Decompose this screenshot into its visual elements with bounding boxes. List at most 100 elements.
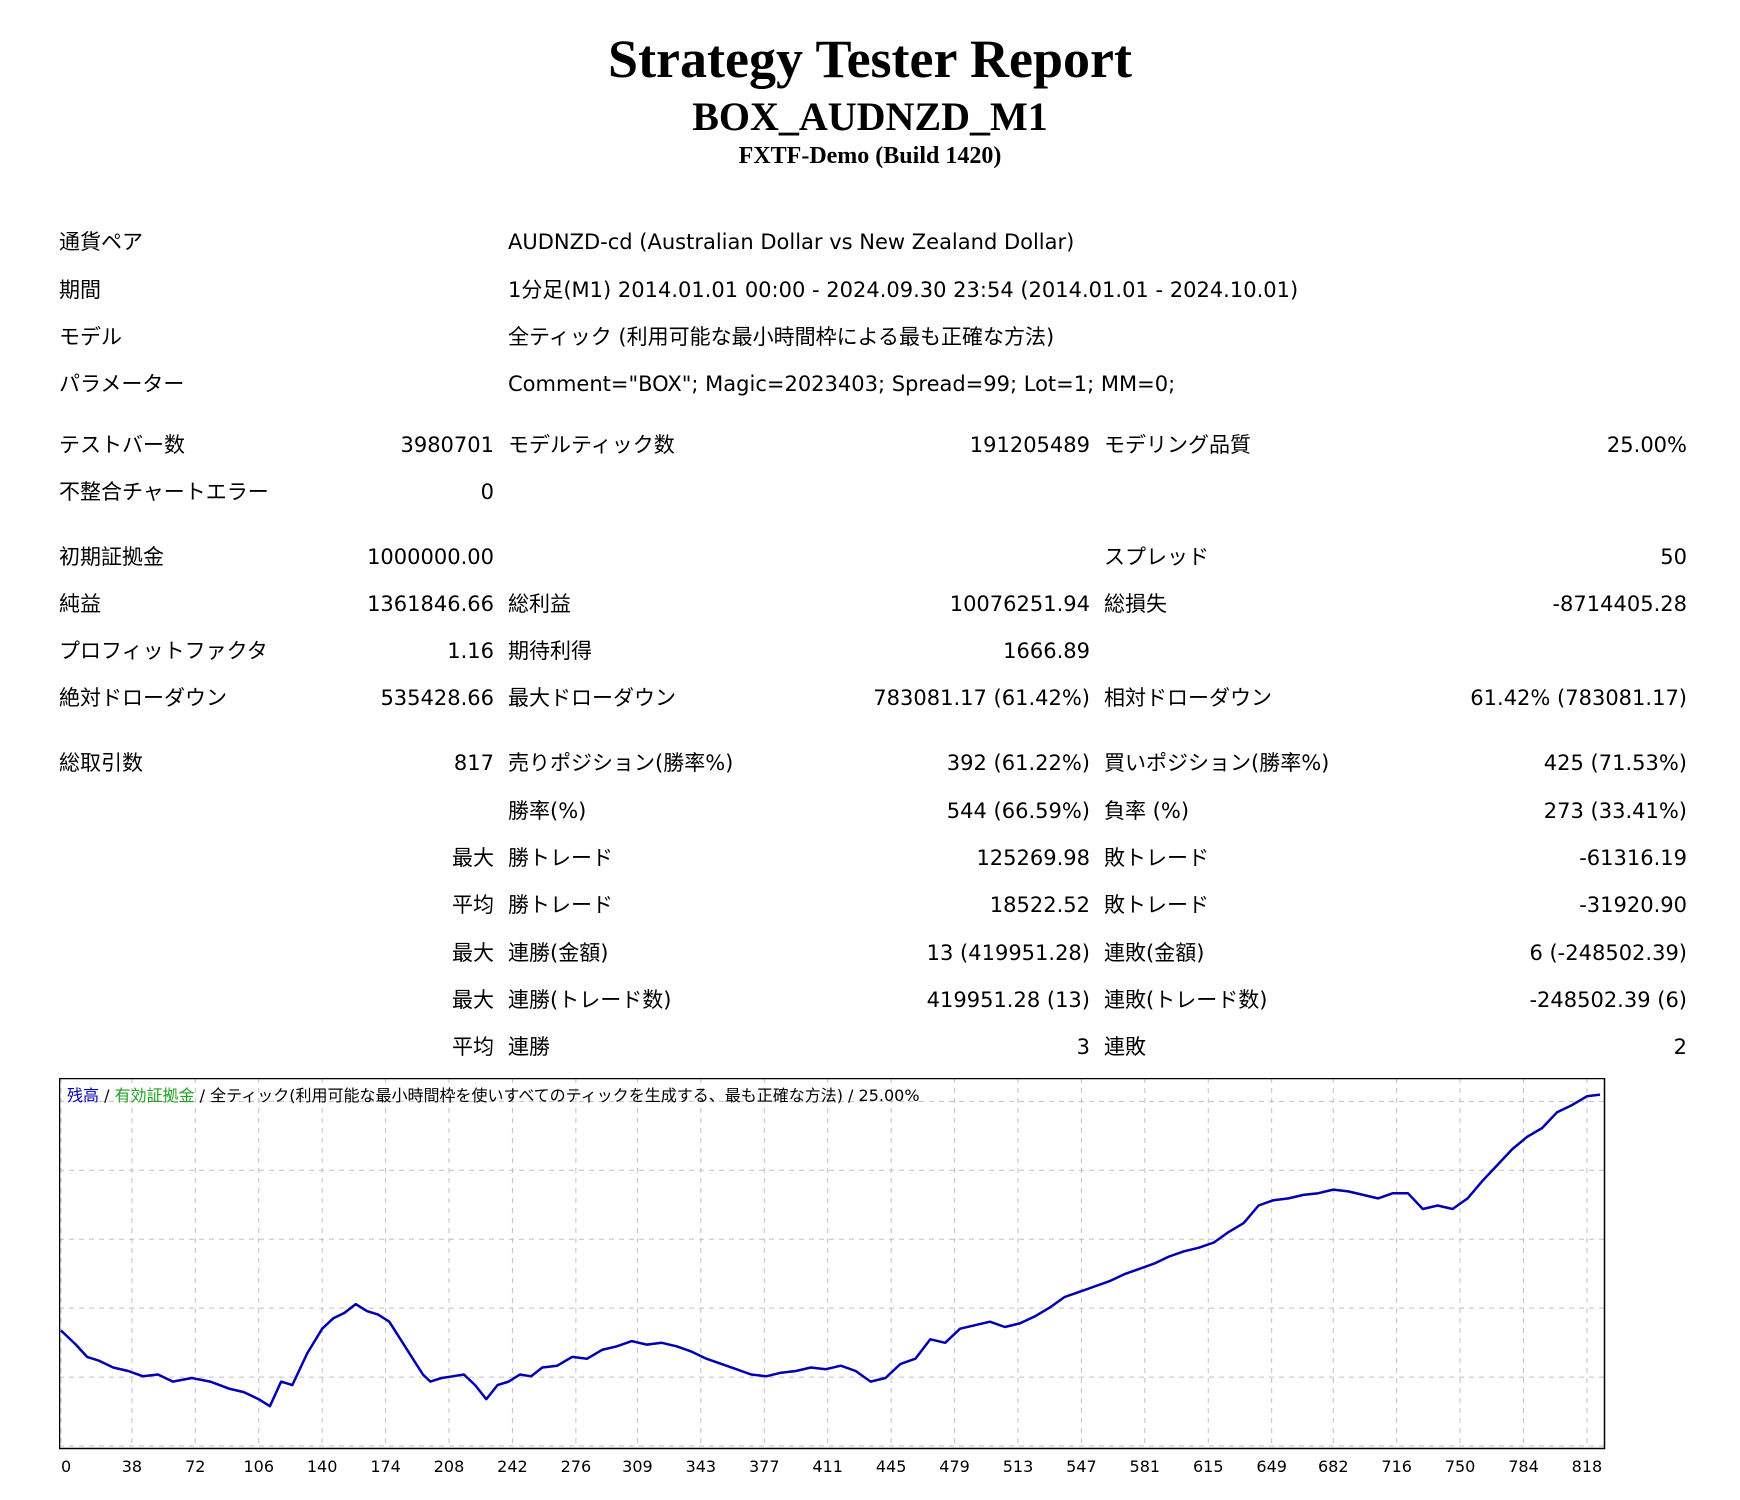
series-line-balance — [60, 1093, 1601, 1408]
largest-label: 最大 — [452, 846, 494, 870]
avg-loss-value: -31920.90 — [1579, 893, 1687, 917]
symbol-label: 通貨ペア — [59, 230, 143, 254]
balance-chart: 残高 / 有効証拠金 / 全ティック(利用可能な最小時間枠を使いすべてのティック… — [59, 1078, 1609, 1495]
largest-win-label: 勝トレード — [508, 846, 613, 870]
max-consec-loss-money-value: 6 (-248502.39) — [1529, 941, 1687, 965]
max-drawdown-label: 最大ドローダウン — [508, 686, 676, 710]
x-tick-label: 38 — [122, 1457, 142, 1476]
max-consec-count-label: 最大 — [452, 988, 494, 1012]
avg-consec-label: 平均 — [452, 1035, 494, 1059]
max-consec-win-count-label: 連勝(トレード数) — [508, 988, 672, 1012]
max-consec-money-label: 最大 — [452, 941, 494, 965]
x-tick-label: 445 — [876, 1457, 907, 1476]
report-title: Strategy Tester Report — [608, 29, 1132, 89]
x-tick-label: 716 — [1381, 1457, 1412, 1476]
quality-value: 25.00% — [1606, 433, 1687, 457]
legend-balance: 残高 — [67, 1086, 99, 1105]
max-consec-loss-money-label: 連敗(金額) — [1104, 941, 1205, 965]
rel-drawdown-value: 61.42% (783081.17) — [1470, 686, 1687, 710]
avg-consec-loss-label: 連敗 — [1104, 1035, 1146, 1059]
x-tick-label: 818 — [1572, 1457, 1603, 1476]
model-label: モデル — [59, 325, 122, 349]
avg-consec-win-label: 連勝 — [508, 1035, 550, 1059]
report-build: FXTF-Demo (Build 1420) — [738, 143, 1002, 169]
x-tick-label: 276 — [561, 1457, 592, 1476]
ticks-label: モデルティック数 — [508, 433, 675, 457]
gross-profit-label: 総利益 — [508, 592, 571, 616]
max-consec-loss-count-label: 連敗(トレード数) — [1104, 988, 1268, 1012]
avg-consec-loss-value: 2 — [1673, 1035, 1687, 1059]
loss-rate-label: 負率 (%) — [1104, 799, 1190, 823]
long-positions-value: 425 (71.53%) — [1543, 751, 1687, 775]
max-consec-win-money-label: 連勝(金額) — [508, 941, 609, 965]
gross-loss-value: -8714405.28 — [1552, 592, 1687, 616]
abs-drawdown-label: 絶対ドローダウン — [59, 686, 227, 710]
ticks-value: 191205489 — [969, 433, 1090, 457]
largest-loss-label: 敗トレード — [1104, 846, 1209, 870]
chart-legend: 残高 / 有効証拠金 / 全ティック(利用可能な最小時間枠を使いすべてのティック… — [67, 1086, 920, 1105]
max-consec-loss-count-value: -248502.39 (6) — [1529, 988, 1687, 1012]
x-tick-label: 479 — [939, 1457, 970, 1476]
params-value: Comment="BOX"; Magic=2023403; Spread=99;… — [508, 372, 1176, 396]
abs-drawdown-value: 535428.66 — [380, 686, 494, 710]
long-positions-label: 買いポジション(勝率%) — [1104, 751, 1330, 775]
expected-payoff-label: 期待利得 — [508, 639, 592, 663]
profit-factor-value: 1.16 — [447, 639, 494, 663]
x-tick-label: 750 — [1445, 1457, 1476, 1476]
short-positions-label: 売りポジション(勝率%) — [508, 751, 734, 775]
period-value: 1分足(M1) 2014.01.01 00:00 - 2024.09.30 23… — [508, 278, 1299, 302]
x-tick-label: 208 — [434, 1457, 465, 1476]
x-tick-label: 242 — [497, 1457, 528, 1476]
bars-value: 3980701 — [400, 433, 494, 457]
net-profit-value: 1361846.66 — [367, 592, 494, 616]
legend-equity: 有効証拠金 — [115, 1086, 195, 1105]
params-label: パラメーター — [59, 372, 185, 396]
win-rate-value: 544 (66.59%) — [946, 799, 1090, 823]
balance-chart-svg: 残高 / 有効証拠金 / 全ティック(利用可能な最小時間枠を使いすべてのティック… — [59, 1078, 1606, 1476]
largest-win-value: 125269.98 — [976, 846, 1090, 870]
x-tick-label: 682 — [1318, 1457, 1349, 1476]
legend-model: 全ティック(利用可能な最小時間枠を使いすべてのティックを生成する、最も正確な方法… — [210, 1086, 843, 1105]
x-tick-label: 309 — [622, 1457, 653, 1476]
chart-frame — [59, 1078, 1606, 1450]
total-trades-value: 817 — [453, 751, 494, 775]
profit-factor-label: プロフィットファクタ — [59, 639, 268, 663]
loss-rate-value: 273 (33.41%) — [1543, 799, 1687, 823]
gross-profit-value: 10076251.94 — [949, 592, 1090, 616]
max-consec-win-money-value: 13 (419951.28) — [926, 941, 1090, 965]
x-tick-label: 784 — [1508, 1457, 1539, 1476]
short-positions-value: 392 (61.22%) — [946, 751, 1090, 775]
rel-drawdown-label: 相対ドローダウン — [1104, 686, 1272, 710]
quality-label: モデリング品質 — [1104, 433, 1251, 457]
x-tick-label: 411 — [812, 1457, 843, 1476]
x-tick-label: 106 — [243, 1457, 274, 1476]
legend-sep-2: / — [195, 1086, 211, 1105]
deposit-value: 1000000.00 — [367, 545, 494, 569]
x-tick-label: 140 — [307, 1457, 338, 1476]
gross-loss-label: 総損失 — [1104, 592, 1167, 616]
symbol-value: AUDNZD-cd (Australian Dollar vs New Zeal… — [508, 230, 1075, 254]
win-rate-label: 勝率(%) — [508, 799, 587, 823]
deposit-label: 初期証拠金 — [59, 545, 164, 569]
mismatch-label: 不整合チャートエラー — [59, 480, 269, 504]
legend-quality: 25.00% — [859, 1086, 920, 1105]
max-drawdown-value: 783081.17 (61.42%) — [873, 686, 1090, 710]
period-label: 期間 — [59, 278, 101, 302]
avg-win-value: 18522.52 — [989, 893, 1090, 917]
x-tick-label: 343 — [686, 1457, 717, 1476]
x-tick-label: 615 — [1193, 1457, 1224, 1476]
x-tick-label: 174 — [370, 1457, 401, 1476]
avg-loss-label: 敗トレード — [1104, 893, 1209, 917]
avg-win-label: 勝トレード — [508, 893, 613, 917]
mismatch-value: 0 — [480, 480, 494, 504]
net-profit-label: 純益 — [59, 592, 101, 616]
x-tick-label: 649 — [1256, 1457, 1287, 1476]
x-tick-label: 547 — [1066, 1457, 1097, 1476]
x-tick-label: 0 — [61, 1457, 71, 1476]
model-value: 全ティック (利用可能な最小時間枠による最も正確な方法) — [508, 325, 1055, 349]
x-tick-label: 377 — [749, 1457, 780, 1476]
legend-sep-1: / — [99, 1086, 115, 1105]
report-subtitle: BOX_AUDNZD_M1 — [692, 94, 1048, 139]
average-label: 平均 — [452, 893, 494, 917]
x-tick-label: 72 — [185, 1457, 205, 1476]
